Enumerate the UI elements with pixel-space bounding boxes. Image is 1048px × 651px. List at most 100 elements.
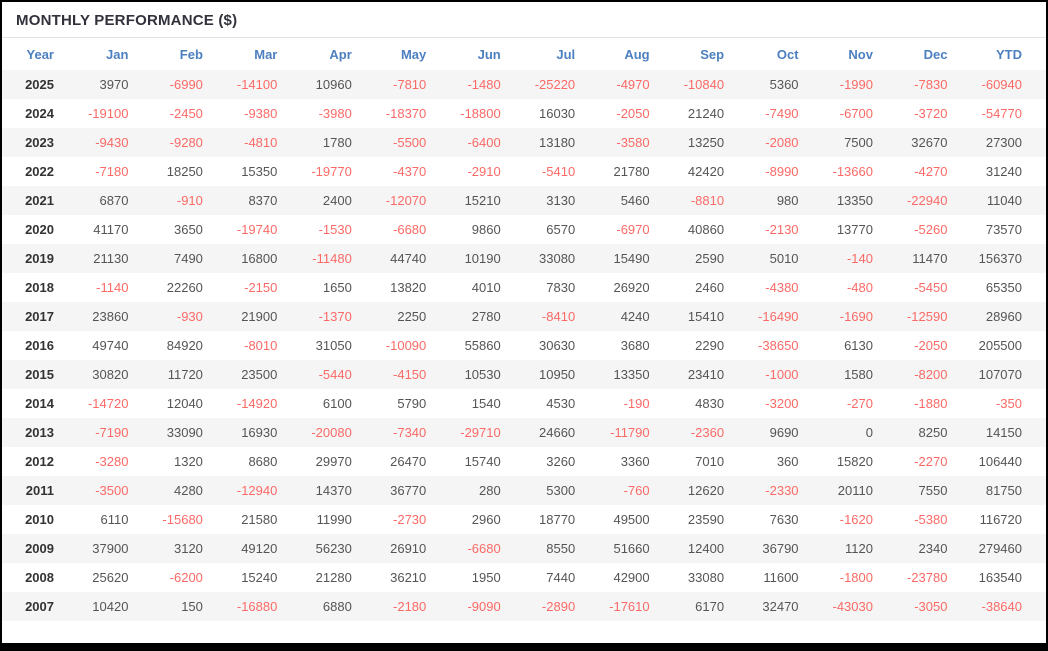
year-cell: 2024 (25, 106, 54, 121)
year-cell: 2023 (25, 135, 54, 150)
value-cell: -8410 (541, 309, 576, 324)
value-cell: 23860 (92, 309, 129, 324)
table-row-2009: 2009 37900 3120 49120 56230 26910 -6680 8550 516… (2, 534, 1046, 563)
column-header-dec: Dec (923, 47, 948, 62)
value-cell: 279460 (978, 541, 1022, 556)
column-header-aug: Aug (624, 47, 650, 62)
value-cell: 13350 (613, 367, 650, 382)
value-cell: 8370 (248, 193, 278, 208)
value-cell: -6200 (169, 570, 203, 585)
value-cell: 13250 (687, 135, 725, 150)
table-row-2023: 2023 -9430 -9280 -4810 1780 -5500 -6400 13180 -3… (2, 128, 1046, 157)
value-cell: -2360 (690, 425, 725, 440)
value-cell: 33090 (166, 425, 203, 440)
value-cell: 49740 (92, 338, 129, 353)
value-cell: -13660 (832, 164, 873, 179)
value-cell: -2050 (616, 106, 650, 121)
value-cell: -1370 (318, 309, 352, 324)
value-cell: 32670 (911, 135, 948, 150)
value-cell: 1320 (173, 454, 203, 469)
value-cell: -4380 (765, 280, 799, 295)
column-header-sep: Sep (700, 47, 725, 62)
table-row-2007: 2007 10420 150 -16880 6880 -2180 -9090 -2890 -17… (2, 592, 1046, 621)
value-cell: -5260 (914, 222, 948, 237)
table-body: 2025 3970 -6990 -14100 10960 -7810 -1480 -25220… (2, 70, 1046, 621)
table-row-2013: 2013 -7190 33090 16930 -20080 -7340 -29710 2466… (2, 418, 1046, 447)
value-cell: 980 (776, 193, 799, 208)
value-cell: 23590 (687, 512, 725, 527)
table-row-2019: 2019 21130 7490 16800 -11480 44740 10190 33080 1… (2, 244, 1046, 273)
value-cell: 40860 (687, 222, 725, 237)
value-cell: -43030 (832, 599, 873, 614)
value-cell: -2180 (393, 599, 427, 614)
value-cell: -2330 (765, 483, 799, 498)
value-cell: 1650 (322, 280, 352, 295)
value-cell: -17610 (609, 599, 650, 614)
value-cell: 116720 (979, 512, 1022, 527)
value-cell: -8010 (244, 338, 278, 353)
value-cell: 33080 (539, 251, 576, 266)
page-title: MONTHLY PERFORMANCE ($) (16, 12, 238, 29)
year-cell: 2010 (25, 512, 54, 527)
value-cell: -910 (176, 193, 203, 208)
value-cell: 7830 (546, 280, 576, 295)
value-cell: 1120 (845, 541, 873, 556)
panel-header: MONTHLY PERFORMANCE ($) (2, 2, 1046, 38)
value-cell: -1480 (467, 77, 501, 92)
value-cell: -18800 (460, 106, 501, 121)
value-cell: 9690 (769, 425, 799, 440)
value-cell: 4240 (620, 309, 650, 324)
value-cell: -38640 (981, 599, 1022, 614)
value-cell: -5410 (541, 164, 576, 179)
table-row-2018: 2018 -1140 22260 -2150 1650 13820 4010 7830 2692… (2, 273, 1046, 302)
value-cell: 4010 (471, 280, 501, 295)
value-cell: 3360 (620, 454, 650, 469)
value-cell: 15820 (836, 454, 873, 469)
column-header-oct: Oct (776, 47, 799, 62)
value-cell: 65350 (985, 280, 1022, 295)
value-cell: 2250 (397, 309, 427, 324)
column-header-jul: Jul (556, 47, 576, 62)
value-cell: -14100 (236, 77, 278, 92)
value-cell: 15740 (464, 454, 501, 469)
value-cell: -4970 (616, 77, 650, 92)
value-cell: -7190 (95, 425, 129, 440)
value-cell: 23500 (241, 367, 278, 382)
value-cell: 2400 (322, 193, 352, 208)
value-cell: 1580 (844, 367, 873, 382)
value-cell: 13180 (539, 135, 576, 150)
value-cell: -4270 (914, 164, 948, 179)
year-cell: 2019 (25, 251, 54, 266)
value-cell: -2730 (393, 512, 427, 527)
year-cell: 2012 (25, 454, 54, 469)
column-header-apr: Apr (329, 47, 352, 62)
table-header: Year Jan Feb Mar Apr May Jun Jul Aug Sep Oct Nov Dec… (2, 38, 1046, 70)
value-cell: 21280 (315, 570, 352, 585)
value-cell: 55860 (464, 338, 501, 353)
table-row-2022: 2022 -7180 18250 15350 -19770 -4370 -2910 -5410… (2, 157, 1046, 186)
year-cell: 2015 (25, 367, 54, 382)
value-cell: 36210 (390, 570, 427, 585)
table-row-2016: 2016 49740 84920 -8010 31050 -10090 55860 30630… (2, 331, 1046, 360)
value-cell: 360 (776, 454, 799, 469)
value-cell: 8680 (248, 454, 278, 469)
value-cell: 15350 (241, 164, 278, 179)
value-cell: 31240 (985, 164, 1022, 179)
value-cell: -2270 (914, 454, 948, 469)
value-cell: 13770 (836, 222, 873, 237)
value-cell: 13820 (390, 280, 427, 295)
year-cell: 2011 (25, 483, 54, 498)
value-cell: 6130 (844, 338, 873, 353)
value-cell: -6970 (616, 222, 650, 237)
value-cell: -1000 (765, 367, 799, 382)
value-cell: 30630 (539, 338, 576, 353)
value-cell: 12400 (687, 541, 725, 556)
value-cell: 16030 (539, 106, 576, 121)
value-cell: -22940 (906, 193, 948, 208)
value-cell: 8550 (546, 541, 576, 556)
value-cell: -60940 (981, 77, 1022, 92)
value-cell: -19100 (87, 106, 129, 121)
value-cell: -1530 (318, 222, 352, 237)
value-cell: -10840 (683, 77, 725, 92)
value-cell: -2150 (244, 280, 278, 295)
